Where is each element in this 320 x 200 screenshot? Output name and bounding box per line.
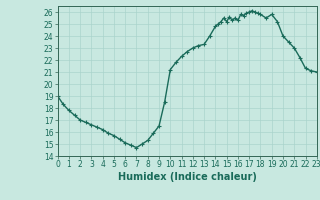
X-axis label: Humidex (Indice chaleur): Humidex (Indice chaleur): [118, 172, 257, 182]
